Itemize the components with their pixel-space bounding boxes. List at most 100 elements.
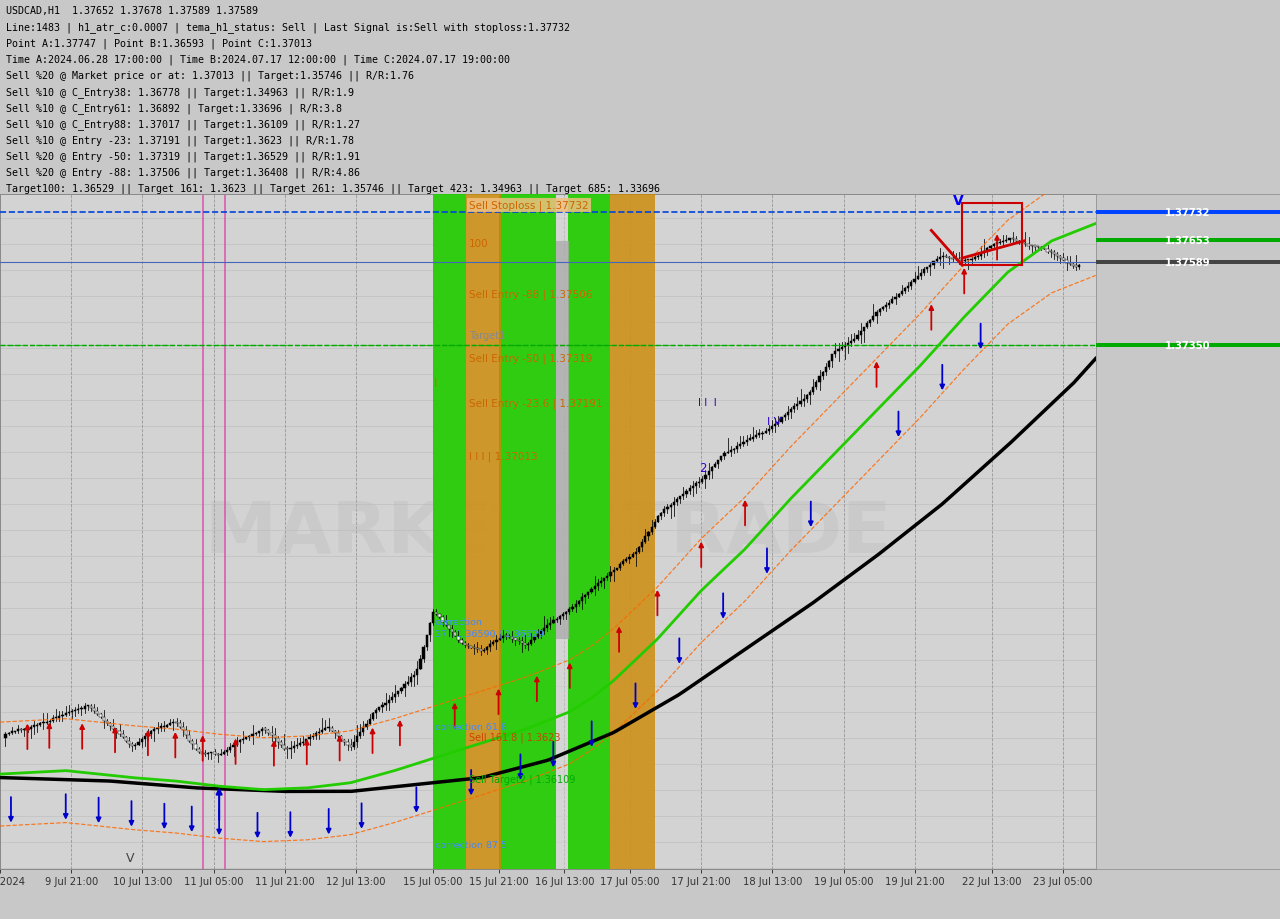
Bar bbox=[300, 743, 301, 745]
Bar bbox=[568, 609, 571, 612]
Bar bbox=[268, 730, 270, 732]
Bar bbox=[413, 675, 415, 677]
Text: Sell %10 @ C_Entry38: 1.36778 || Target:1.34963 || R/R:1.9: Sell %10 @ C_Entry38: 1.36778 || Target:… bbox=[6, 86, 355, 97]
Bar bbox=[23, 729, 26, 730]
Bar bbox=[556, 619, 558, 620]
Bar bbox=[641, 542, 644, 547]
Bar bbox=[128, 741, 131, 744]
Text: correction
37 | 1.36590 | 1.36529: correction 37 | 1.36590 | 1.36529 bbox=[435, 618, 544, 638]
Bar bbox=[783, 415, 786, 418]
Bar bbox=[52, 719, 54, 721]
Text: Sell Target2 | 1.36109: Sell Target2 | 1.36109 bbox=[468, 773, 575, 784]
Bar bbox=[498, 195, 556, 869]
Bar bbox=[818, 377, 820, 382]
Bar bbox=[1005, 240, 1007, 242]
Text: 1.37589: 1.37589 bbox=[1165, 257, 1211, 267]
Bar bbox=[701, 479, 704, 482]
Bar bbox=[390, 697, 393, 700]
Bar bbox=[429, 624, 431, 636]
Text: Sell %10 @ Entry -23: 1.37191 || Target:1.3623 || R/R:1.78: Sell %10 @ Entry -23: 1.37191 || Target:… bbox=[6, 135, 355, 146]
Bar bbox=[480, 650, 481, 652]
Text: Sell Stoploss | 1.37732: Sell Stoploss | 1.37732 bbox=[468, 200, 589, 211]
Text: Sell Entry -23.6 | 1.37191: Sell Entry -23.6 | 1.37191 bbox=[468, 398, 603, 408]
Bar bbox=[938, 257, 941, 260]
Bar bbox=[762, 433, 764, 435]
Bar bbox=[438, 614, 440, 618]
Text: I I  I: I I I bbox=[698, 398, 717, 408]
Bar bbox=[730, 451, 732, 453]
Bar bbox=[448, 625, 451, 630]
Bar bbox=[588, 593, 589, 596]
Bar bbox=[154, 730, 155, 732]
Bar bbox=[721, 457, 722, 461]
Bar bbox=[223, 752, 225, 754]
Bar bbox=[895, 298, 896, 300]
Bar bbox=[628, 558, 631, 560]
Bar bbox=[549, 623, 552, 626]
Bar bbox=[102, 718, 105, 720]
Bar bbox=[375, 710, 378, 714]
Bar bbox=[989, 246, 992, 249]
Bar bbox=[83, 707, 86, 709]
Bar bbox=[467, 645, 468, 647]
Bar bbox=[644, 537, 646, 542]
Bar bbox=[227, 750, 228, 752]
Bar bbox=[502, 636, 504, 638]
Bar bbox=[283, 745, 285, 749]
Bar bbox=[607, 576, 608, 579]
Bar bbox=[1043, 249, 1046, 250]
Bar bbox=[660, 514, 662, 516]
Bar bbox=[742, 442, 745, 445]
Bar bbox=[800, 402, 801, 404]
Bar bbox=[1037, 247, 1039, 248]
Bar bbox=[433, 197, 655, 869]
Bar bbox=[547, 626, 548, 628]
Text: 1.37350: 1.37350 bbox=[1165, 340, 1211, 350]
Bar bbox=[489, 644, 492, 647]
Bar bbox=[334, 731, 335, 733]
Bar bbox=[109, 723, 111, 726]
Bar bbox=[296, 745, 298, 746]
Bar bbox=[850, 342, 852, 344]
Bar bbox=[841, 347, 842, 349]
Bar bbox=[328, 727, 330, 728]
Bar bbox=[543, 628, 545, 631]
Bar bbox=[20, 729, 23, 730]
Bar bbox=[856, 335, 859, 339]
Bar bbox=[96, 711, 99, 714]
Text: 2: 2 bbox=[699, 461, 707, 474]
Bar bbox=[736, 447, 739, 449]
Bar bbox=[195, 744, 197, 750]
Text: Sell %20 @ Entry -88: 1.37506 || Target:1.36408 || R/R:4.86: Sell %20 @ Entry -88: 1.37506 || Target:… bbox=[6, 167, 361, 178]
Bar bbox=[755, 435, 758, 437]
Bar bbox=[1062, 259, 1065, 261]
Bar bbox=[378, 708, 380, 710]
Text: 1.37732: 1.37732 bbox=[1165, 209, 1211, 218]
Bar bbox=[992, 244, 995, 246]
Bar bbox=[113, 726, 114, 730]
Bar bbox=[324, 728, 326, 731]
Bar bbox=[122, 734, 124, 737]
Text: MARKETZITRADE: MARKETZITRADE bbox=[204, 497, 892, 566]
Bar bbox=[401, 688, 402, 691]
Bar bbox=[137, 743, 140, 744]
Text: V: V bbox=[954, 194, 964, 209]
Bar bbox=[751, 437, 754, 439]
Bar bbox=[904, 289, 906, 291]
Bar bbox=[867, 324, 868, 327]
Bar bbox=[369, 719, 371, 724]
Bar bbox=[321, 731, 324, 732]
Text: V: V bbox=[125, 851, 134, 864]
Bar bbox=[616, 568, 618, 570]
Bar bbox=[768, 429, 771, 431]
Bar bbox=[29, 727, 32, 729]
Bar bbox=[131, 744, 133, 746]
Bar bbox=[306, 740, 307, 742]
Bar bbox=[577, 601, 580, 605]
Bar bbox=[704, 475, 707, 479]
Bar bbox=[58, 717, 60, 718]
Bar bbox=[524, 643, 526, 646]
Bar bbox=[340, 736, 342, 740]
Bar bbox=[927, 268, 928, 270]
Bar bbox=[493, 642, 494, 644]
